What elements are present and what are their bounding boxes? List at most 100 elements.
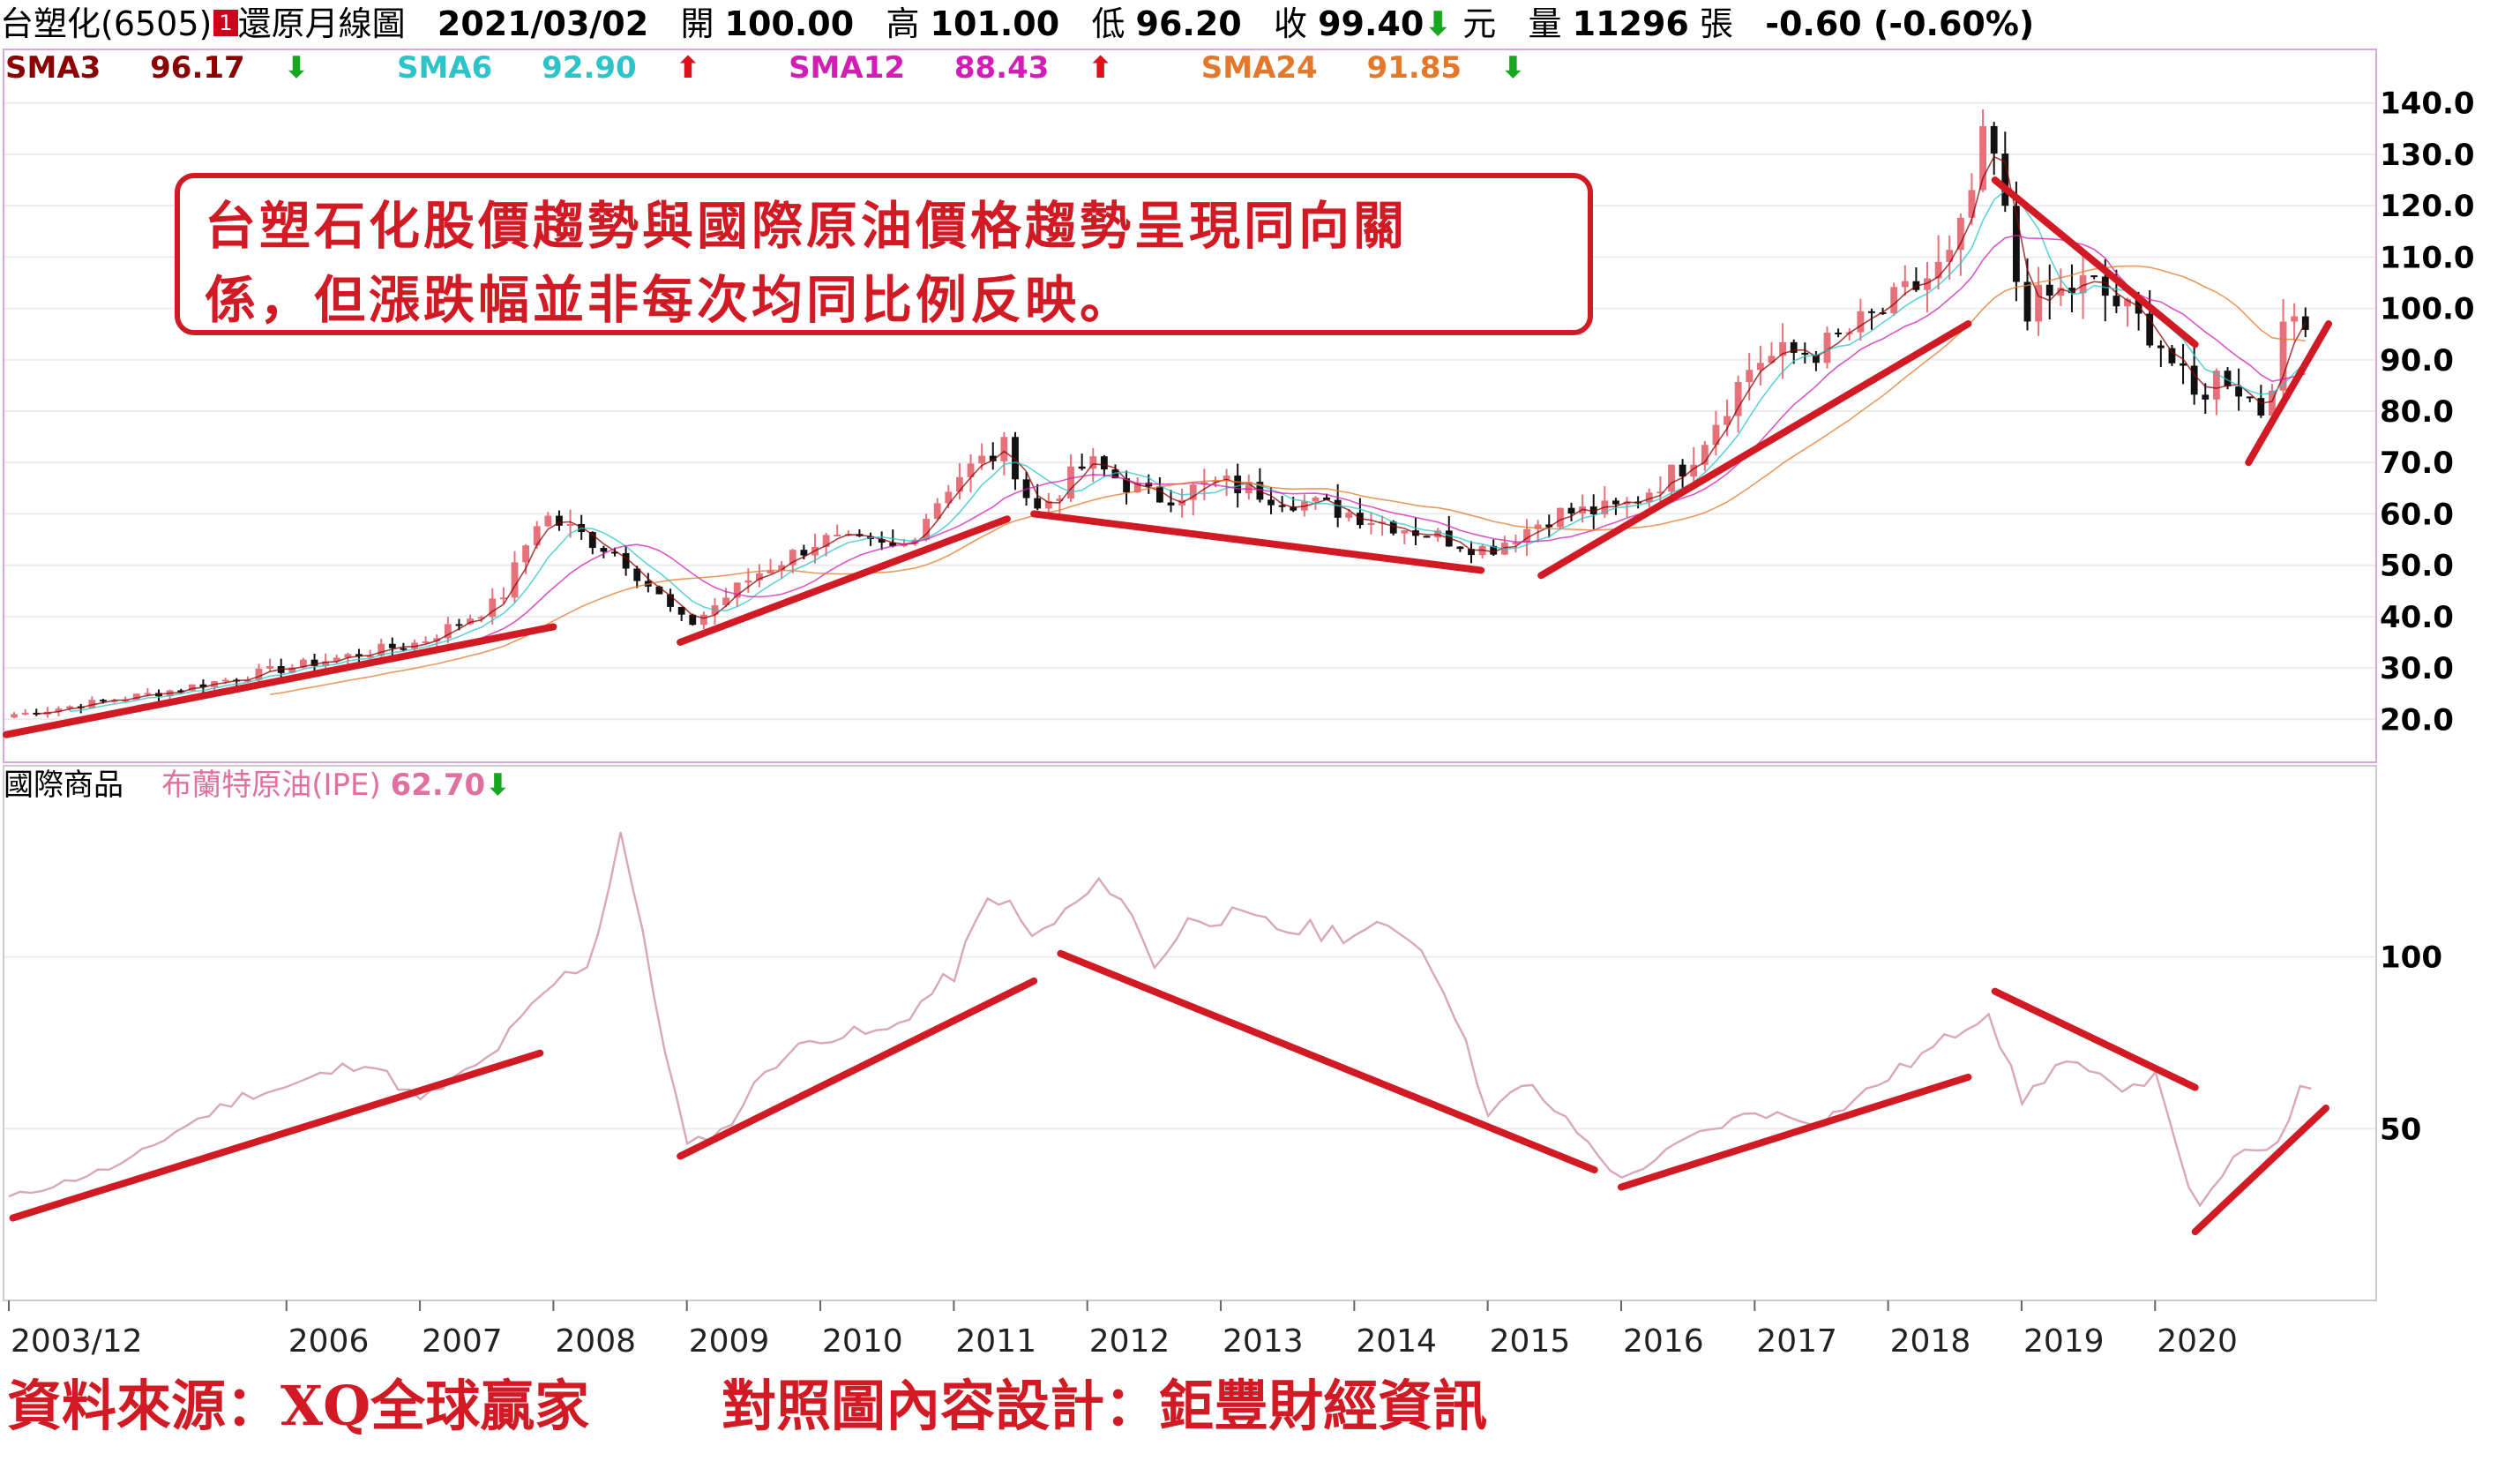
candle-up: [322, 661, 330, 666]
oil-series-label[interactable]: 布蘭特原油(IPE): [161, 768, 381, 803]
candle-up: [132, 693, 140, 701]
candle-down: [633, 568, 641, 581]
candle-down: [1012, 437, 1019, 480]
candle-down: [622, 552, 630, 569]
candle-down: [1879, 311, 1887, 314]
candle-down: [2001, 154, 2009, 206]
candle-up: [66, 706, 74, 709]
arrow-down-icon: ⬇: [1424, 4, 1453, 43]
candle-up: [923, 519, 931, 540]
candle-down: [600, 548, 608, 552]
price-panel-frame: [3, 49, 2377, 763]
candle-up: [55, 708, 63, 712]
volume-unit: 張: [1699, 4, 1733, 43]
oil-panel-frame: [3, 765, 2377, 1301]
oil-trend-line: [677, 977, 1038, 1160]
candle-down: [1290, 506, 1297, 511]
candle-up: [333, 657, 340, 662]
candle-down: [2045, 284, 2053, 296]
time-tick-label: 2012: [1089, 1323, 1170, 1360]
candle-down: [2257, 398, 2265, 416]
sma24-legend[interactable]: SMA24 91.85 ⬇: [1200, 50, 1526, 86]
candle-down: [1589, 506, 1597, 515]
time-tick-label: 2010: [822, 1323, 903, 1360]
candle-up: [1379, 521, 1387, 524]
close-value: 99.40: [1318, 4, 1425, 43]
candle-down: [1612, 500, 1619, 505]
price-tick-label: 140.0: [2380, 86, 2475, 122]
candle-up: [1768, 356, 1776, 363]
candle-up: [1512, 542, 1520, 544]
candle-up: [1924, 278, 1931, 290]
candle-up: [511, 562, 519, 598]
price-tick-label: 50.0: [2380, 549, 2454, 584]
oil-trend-line: [9, 1049, 544, 1222]
candle-up: [1901, 281, 1909, 288]
candle-down: [1034, 498, 1042, 509]
oil-value: 62.70: [390, 768, 486, 803]
sma12-legend[interactable]: SMA12 88.43 ⬆: [789, 50, 1113, 86]
candle-up: [1189, 484, 1197, 500]
candle-down: [1123, 478, 1130, 493]
candle-up: [1000, 437, 1008, 461]
time-tick-label: 2009: [689, 1323, 770, 1360]
price-tick-label: 90.0: [2380, 343, 2454, 378]
candle-up: [489, 598, 497, 618]
candle-up: [1133, 483, 1141, 493]
price-tick-label: 110.0: [2380, 240, 2475, 275]
candle-up: [1645, 492, 1653, 503]
candle-down: [2146, 313, 2154, 346]
time-tick-label: 2019: [2023, 1323, 2105, 1360]
candle-up: [956, 476, 963, 492]
candle-down: [1801, 352, 1809, 355]
candle-down: [177, 690, 185, 693]
sma3-legend[interactable]: SMA3 96.17 ⬇: [5, 50, 310, 86]
candle-down: [2180, 363, 2187, 366]
badge: 1: [213, 10, 238, 36]
candle-up: [1724, 416, 1731, 425]
price-tick-label: 40.0: [2380, 600, 2454, 635]
arrow-down-icon: ⬇: [283, 50, 310, 86]
candle-down: [310, 659, 318, 666]
candle-down: [355, 654, 363, 657]
sma6-legend[interactable]: SMA6 92.90 ⬆: [397, 50, 701, 86]
candle-down: [1111, 469, 1119, 479]
candle-down: [1835, 333, 1843, 335]
price-tick-label: 30.0: [2380, 651, 2454, 686]
time-tick-label: 2016: [1623, 1323, 1704, 1360]
arrow-up-icon: ⬆: [675, 50, 701, 86]
candle-up: [733, 582, 741, 598]
candle-up: [1245, 482, 1253, 494]
chart-kind[interactable]: 還原月線圖: [237, 4, 406, 43]
candle-up: [1890, 287, 1898, 313]
candle-up: [1367, 522, 1375, 526]
candle-down: [1456, 546, 1464, 550]
oil-y-axis: 50 100: [2380, 940, 2442, 1148]
candle-down: [2224, 371, 2232, 386]
candle-down: [2068, 288, 2075, 294]
footer: 資料來源：XQ全球贏家 對照圖內容設計：鉅豐財經資訊: [7, 1369, 1619, 1443]
candle-down: [2168, 348, 2176, 363]
time-tick-label: 2017: [1756, 1323, 1837, 1360]
candle-up: [834, 535, 841, 537]
candle-up: [978, 455, 986, 464]
price-unit: 元: [1462, 4, 1497, 43]
trend-lines: [2, 176, 2332, 1236]
candle-down: [1679, 464, 1686, 477]
candle-down: [1790, 341, 1798, 353]
candle-up: [1523, 528, 1530, 543]
candle-up: [1756, 363, 1764, 371]
candle-down: [2190, 365, 2198, 395]
candle-up: [544, 515, 552, 527]
price-tick-label: 100.0: [2380, 292, 2475, 327]
candle-up: [288, 667, 296, 673]
candle-down: [689, 614, 697, 626]
price-trend-line: [1537, 320, 1972, 580]
stock-name[interactable]: 台塑化(6505): [0, 4, 213, 43]
candle-up: [822, 535, 830, 547]
annotation-line-1: 台塑石化股價趨勢與國際原油價格趨勢呈現同向關: [205, 196, 1409, 256]
candle-down: [1145, 483, 1153, 487]
candle-up: [411, 642, 418, 649]
oil-trend-line: [1617, 1073, 1972, 1191]
